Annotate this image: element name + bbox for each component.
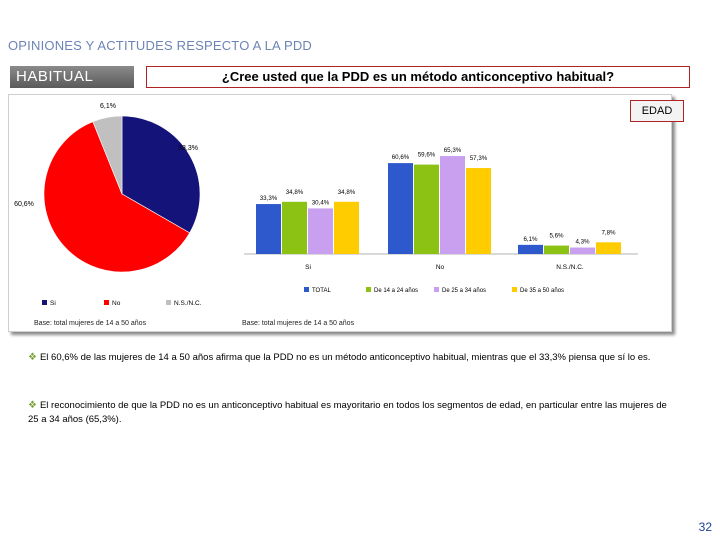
bar-legend-swatch-1 [366,287,371,292]
pie-chart: 33,3% 60,6% 6,1% Si No N.S./N.C. [14,103,202,307]
bar-category-label-1: No [436,264,445,271]
bar-value-label-1-0: 60,6% [392,154,410,161]
bar-2-3 [596,242,621,254]
bar-legend-label-0: TOTAL [312,288,331,294]
bullet-1-text: El 60,6% de las mujeres de 14 a 50 años … [39,352,651,363]
bar-0-3 [334,201,359,254]
pie-legend-label-1: No [112,300,121,307]
bar-2-2 [570,247,595,254]
bullet-1: ❖ El 60,6% de las mujeres de 14 a 50 años… [28,351,678,365]
bar-value-label-0-1: 34,8% [286,189,304,196]
pie-label-1: 60,6% [14,201,34,208]
bar-chart: 33,3% 34,8% 30,4% 34,8% Si 60,6% 59,6% 65,3% 57,… [244,147,638,294]
bar-value-label-2-2: 4,3% [575,239,590,246]
question-title: ¿Cree usted que la PDD es un método anti… [146,66,690,88]
bar-value-label-1-3: 57,3% [470,155,488,162]
bar-value-label-0-0: 33,3% [260,195,278,202]
pie-legend-swatch-0 [42,300,47,305]
section-label: HABITUAL [10,66,134,88]
bar-value-label-0-2: 30,4% [312,199,330,206]
bar-legend-label-3: De 35 a 50 años [520,288,564,294]
bar-value-label-2-0: 6,1% [523,236,538,243]
pie-slice-0 [121,115,201,234]
bar-2-0 [518,244,543,254]
bar-0-0 [256,204,281,254]
diamond-bullet-icon: ❖ [28,352,37,363]
bar-legend-label-2: De 25 a 34 años [442,288,486,294]
bar-value-label-2-1: 5,6% [549,233,564,240]
bar-value-label-0-3: 34,8% [338,189,356,196]
pie-slice-2 [92,115,123,195]
bar-1-0 [388,163,413,254]
pie-label-0: 33,3% [178,145,198,152]
bar-base-note: Base: total mujeres de 14 a 50 años [242,320,355,327]
pie-label-2: 6,1% [100,103,116,110]
bar-category-label-0: Si [305,264,311,271]
bullet-2: ❖ El reconocimiento de que la PDD no es u… [28,399,678,427]
bar-0-1 [282,201,307,254]
pie-base-note: Base: total mujeres de 14 a 50 años [34,320,147,327]
bar-1-3 [466,168,491,254]
bar-value-label-1-1: 59,6% [418,152,436,159]
edad-badge: EDAD [630,100,684,122]
diamond-bullet-icon: ❖ [28,400,37,411]
bar-legend-swatch-3 [512,287,517,292]
pie-legend-label-2: N.S./N.C. [174,300,202,307]
pie-legend-swatch-2 [166,300,171,305]
bar-2-1 [544,245,569,254]
bar-legend-label-1: De 14 a 24 años [374,288,418,294]
bar-0-2 [308,208,333,254]
bar-legend-swatch-2 [434,287,439,292]
bar-value-label-1-2: 65,3% [444,147,462,154]
bar-1-1 [414,164,439,254]
bar-category-label-2: N.S./N.C. [556,264,584,271]
page-number: 32 [698,520,712,534]
pie-slice-1 [43,121,191,273]
page-title: OPINIONES Y ACTITUDES RESPECTO A LA PDD [8,38,313,53]
bar-1-2 [440,156,465,254]
bullet-2-text: El reconocimiento de que la PDD no es un… [28,400,667,425]
bar-legend-swatch-0 [304,287,309,292]
pie-legend-label-0: Si [50,300,56,307]
pie-legend-swatch-1 [104,300,109,305]
bar-value-label-2-3: 7,8% [601,229,616,236]
